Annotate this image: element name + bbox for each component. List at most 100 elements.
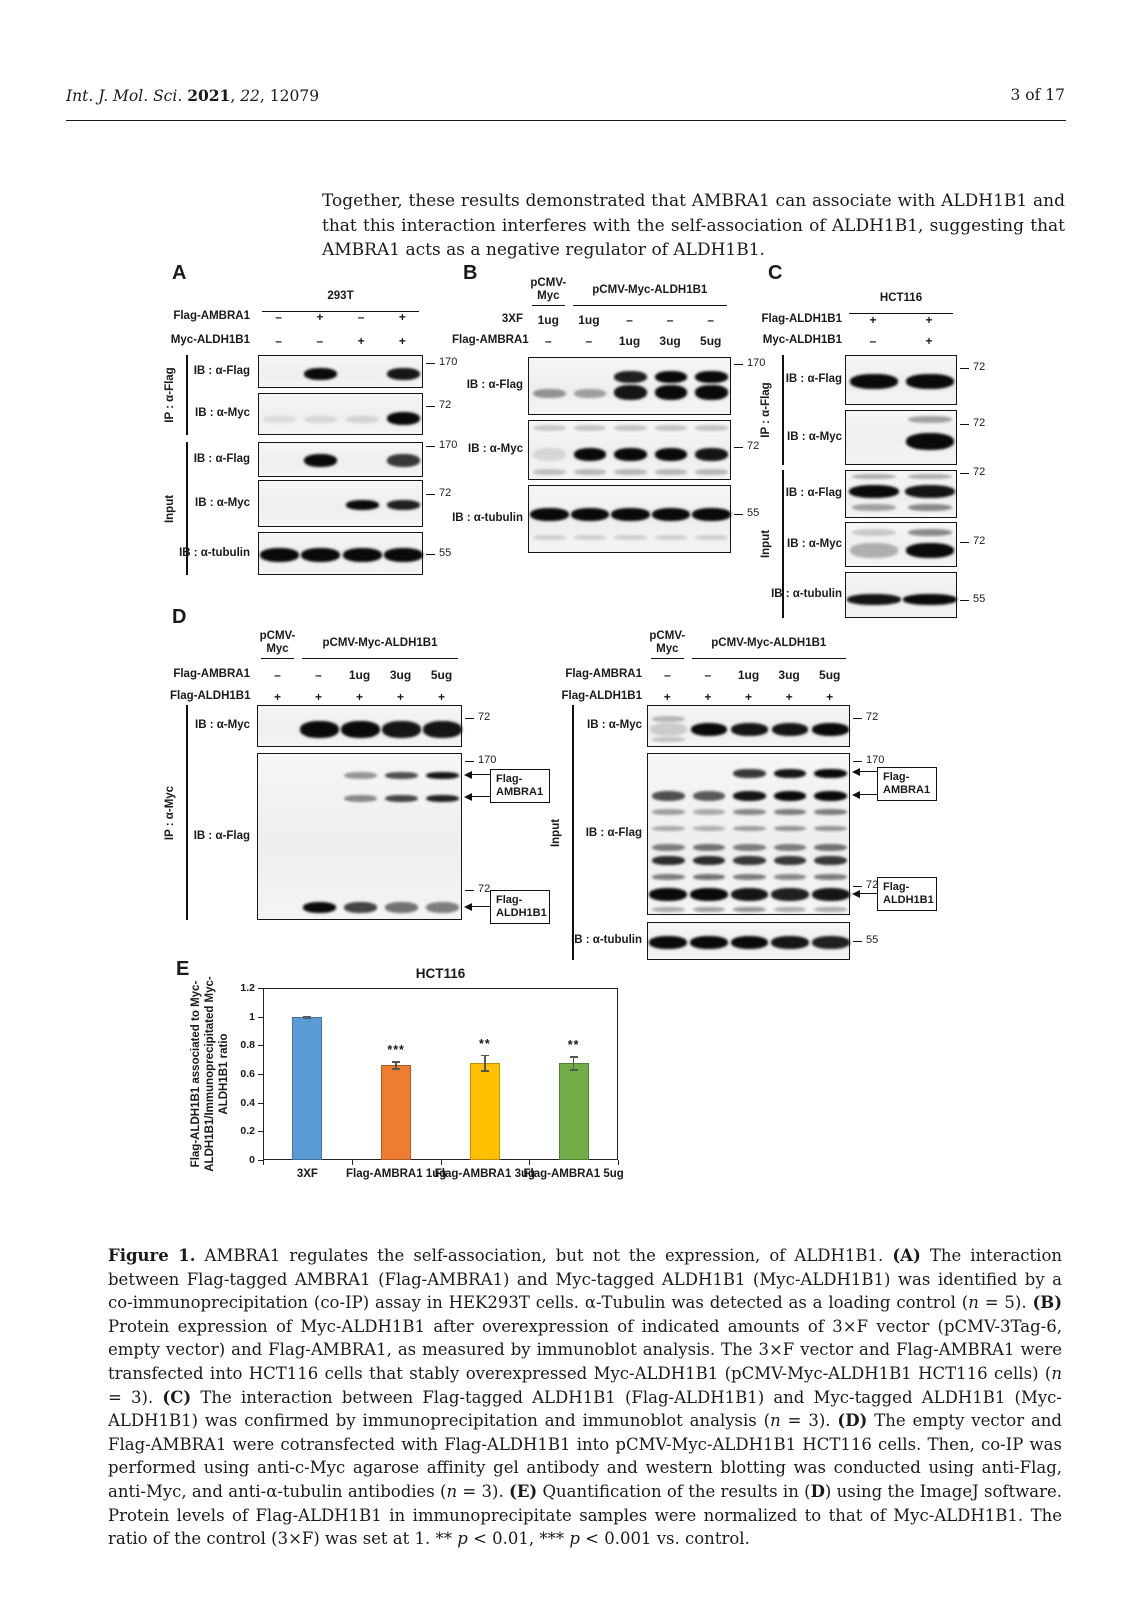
blot-antibody-label: IB : α-tubulin — [179, 546, 250, 559]
protein-band — [814, 874, 847, 881]
condition-value: + — [398, 310, 406, 324]
caption-segment: n — [1051, 1363, 1062, 1383]
protein-band — [733, 844, 766, 852]
condition-value: – — [274, 668, 281, 682]
error-bar-cap-top — [480, 1054, 489, 1057]
condition-value: + — [785, 690, 793, 704]
y-axis-title-text: Flag-ALDH1B1 associated to Myc- ALDH1B1/… — [190, 976, 230, 1172]
band-arrow-line — [471, 796, 490, 798]
protein-band — [907, 503, 953, 511]
blot-membrane — [845, 522, 957, 567]
blot-membrane — [647, 922, 850, 960]
protein-band — [850, 543, 898, 559]
condition-value: – — [626, 313, 633, 327]
protein-band — [652, 874, 685, 881]
protein-band — [773, 874, 807, 881]
figure-caption: Figure 1. AMBRA1 regulates the self-asso… — [108, 1244, 1062, 1551]
protein-band — [614, 370, 647, 383]
chart-title: HCT116 — [415, 966, 466, 981]
condition-value: + — [437, 690, 445, 704]
band-annotation: Flag- AMBRA1 — [877, 766, 937, 801]
condition-value: 5ug — [700, 334, 722, 348]
molecular-weight-marker: 55 — [439, 546, 452, 559]
molecular-weight-tick — [426, 553, 435, 555]
protein-band — [814, 826, 847, 832]
caption-segment: (C) — [162, 1387, 192, 1407]
protein-band — [690, 722, 728, 736]
group-label: Input — [542, 705, 570, 960]
band-arrow — [464, 793, 472, 802]
y-axis-tick-label: 0 — [249, 1154, 255, 1166]
panel-letter-B: B — [463, 262, 478, 284]
chart-bar-2 — [381, 1064, 412, 1160]
significance-stars: ** — [567, 1038, 580, 1053]
caption-segment: (A) — [892, 1246, 921, 1265]
protein-band — [344, 772, 377, 780]
group-label: IP : α-Myc — [156, 705, 184, 920]
significance-stars: ** — [479, 1036, 491, 1051]
y-axis-tick-label: 0.8 — [240, 1039, 255, 1052]
protein-band — [695, 469, 728, 475]
condition-value: + — [273, 690, 281, 704]
blot-antibody-label: IB : α-Myc — [787, 430, 842, 443]
condition-value: + — [925, 313, 933, 327]
protein-band — [731, 722, 768, 736]
protein-band — [730, 888, 769, 902]
protein-band — [533, 425, 566, 432]
condition-value: 5ug — [819, 668, 841, 682]
protein-band — [426, 902, 459, 914]
protein-band — [573, 447, 607, 461]
condition-value: – — [357, 310, 365, 324]
caption-segment: The interaction between Flag-tagged ALDH… — [108, 1387, 1062, 1431]
protein-band — [530, 508, 569, 522]
caption-segment: The interaction between Flag-tagged AMBR… — [108, 1246, 1063, 1313]
blot-antibody-label: IB : α-Myc — [195, 407, 250, 419]
protein-band — [345, 415, 379, 423]
caption-segment: (B) — [1032, 1293, 1063, 1313]
intro-paragraph: Together, these results demonstrated tha… — [322, 191, 1065, 260]
y-axis-tick — [258, 1045, 263, 1047]
y-axis-tick-label: 0.6 — [240, 1068, 255, 1080]
condition-value: + — [925, 334, 933, 348]
band-arrow — [852, 889, 860, 898]
blot-antibody-label: IB : α-tubulin — [571, 934, 642, 946]
protein-band — [690, 888, 728, 902]
error-bar — [484, 1054, 486, 1071]
molecular-weight-tick — [960, 472, 969, 474]
band-arrow-line — [859, 892, 877, 894]
y-axis-tick — [258, 1131, 263, 1133]
condition-value: – — [315, 668, 322, 682]
error-bar-cap-top — [392, 1061, 401, 1063]
condition-row-label: 3XF — [501, 313, 523, 325]
protein-band — [386, 500, 420, 511]
blot-membrane — [257, 753, 462, 920]
y-axis-tick — [258, 1160, 263, 1161]
blot-membrane — [258, 532, 423, 575]
group-label: IP : α-Flag — [752, 355, 780, 465]
protein-band — [573, 469, 607, 475]
protein-band — [263, 415, 297, 423]
group-label: Input — [156, 442, 184, 575]
protein-band — [906, 432, 954, 450]
molecular-weight-tick — [426, 494, 435, 496]
protein-band — [907, 474, 953, 480]
panel-letter-C: C — [768, 262, 783, 284]
band-arrow — [852, 768, 860, 777]
condition-value: 3ug — [389, 668, 412, 682]
condition-row-label: Flag-AMBRA1 — [565, 668, 642, 680]
protein-band — [654, 385, 688, 401]
blot-membrane — [257, 705, 462, 747]
protein-band — [426, 794, 459, 802]
protein-band — [733, 791, 766, 802]
caption-segment: D — [810, 1481, 825, 1501]
group-label-text: IP : α-Flag — [760, 382, 772, 438]
group-label: IP : α-Flag — [156, 355, 184, 435]
lane-group-underline — [572, 305, 727, 306]
protein-band — [385, 902, 418, 914]
caption-segment: p — [569, 1529, 580, 1549]
lane-group-underline — [302, 658, 458, 659]
blot-antibody-label: IB : α-Flag — [193, 364, 250, 377]
protein-band — [851, 503, 897, 511]
protein-band — [385, 794, 418, 802]
band-annotation: Flag- ALDH1B1 — [877, 876, 937, 911]
